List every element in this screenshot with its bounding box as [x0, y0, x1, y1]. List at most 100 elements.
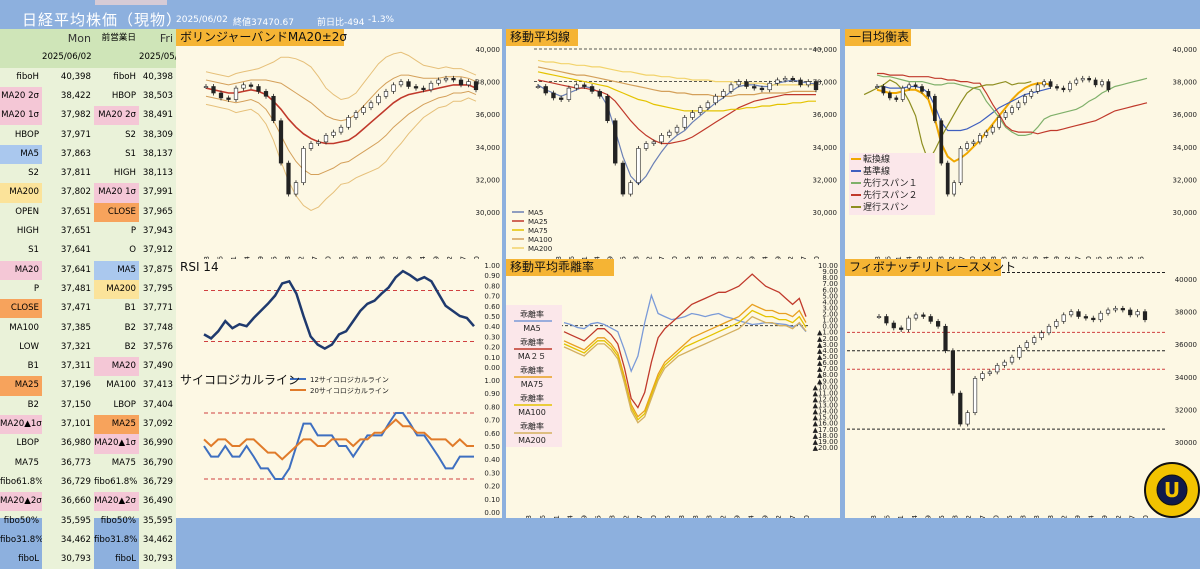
- ma-candle: [782, 78, 788, 81]
- y-tick-label: 0.50: [484, 313, 500, 321]
- legend-label: MA200: [528, 245, 552, 253]
- x-tick-label: 2025/04/07: [311, 256, 319, 259]
- deviation-panel: 10.00 9.00 8.00 7.00 6.00 5.00 4.00 3.00 2.00 1.0…: [506, 259, 840, 518]
- y-tick-label: 10.00: [818, 262, 838, 270]
- x-tick-label: 6/20/2025: [1138, 256, 1146, 259]
- table-value: 34,462: [42, 530, 94, 551]
- deviation-line: [563, 273, 807, 409]
- table-label: [94, 48, 139, 68]
- ma-candle: [558, 97, 564, 100]
- ma-candle: [721, 91, 726, 97]
- fib-candle: [1002, 361, 1007, 366]
- legend-label: 乖離率: [520, 309, 544, 319]
- table-label: S2: [28, 168, 39, 179]
- bb-candle: [293, 182, 299, 195]
- x-tick-label: 2025/05/14: [419, 255, 427, 259]
- y-tick-label: 38000: [1175, 309, 1197, 317]
- table-label: MA20: [94, 357, 139, 377]
- table-value: 36,490: [139, 492, 176, 512]
- y-tick-label: 30,000: [813, 209, 838, 217]
- x-tick-label: 2025/03/11: [230, 256, 238, 259]
- fib-candle: [980, 373, 985, 379]
- fib-candle: [906, 317, 911, 330]
- ich-candle: [1100, 81, 1104, 86]
- table-row: MA20▲2σ 36,660 MA20▲2σ 36,490: [0, 492, 176, 512]
- ma-candle: [597, 91, 602, 97]
- fib-candle: [921, 314, 926, 317]
- legend-series-name: MA２５: [518, 352, 546, 361]
- x-tick-label: 2025/05/14: [747, 514, 755, 518]
- ma-candle: [667, 131, 672, 136]
- fib-candle: [936, 321, 941, 327]
- ma-candle: [790, 78, 796, 81]
- bb-candle: [338, 126, 344, 133]
- x-tick-label: 2025/03/11: [897, 515, 905, 518]
- x-tick-label: 2025/03/28: [608, 515, 616, 518]
- bb-candle: [391, 84, 396, 92]
- y-tick-label: ▲15.00: [813, 414, 838, 422]
- ich-candle: [894, 97, 899, 100]
- psychological-panel: 0.00 0.10 0.20 0.30 0.40 0.50 0.60 0.70 0.80 0.90…: [176, 372, 502, 518]
- x-tick-label: 2025/04/15: [664, 515, 672, 518]
- y-tick-label: ▲1.00: [817, 329, 838, 337]
- bb-candle: [286, 162, 291, 195]
- table-value: 37,101: [42, 415, 94, 435]
- table-label: MA75: [111, 457, 136, 468]
- table-value: 30,793: [42, 550, 94, 569]
- table-row: fibo61.8% 36,729 fibo61.8% 36,729: [0, 472, 176, 493]
- x-tick-label: 2025/04/18: [1020, 515, 1028, 518]
- header-close: 終値37470.67: [233, 18, 294, 28]
- bb-candle: [308, 143, 314, 149]
- y-tick-label: 36,000: [813, 111, 838, 119]
- x-tick-label: 2025/04/02: [298, 256, 306, 259]
- ma-candle: [767, 82, 772, 91]
- legend-label: MA100: [528, 236, 552, 244]
- table-value: 36,660: [42, 492, 94, 512]
- x-tick-label: 2025/05/09: [749, 256, 757, 259]
- bb-candle: [256, 86, 261, 92]
- rsi-panel: 0.00 0.10 0.20 0.30 0.40 0.50 0.60 0.70 0.80 0.90…: [176, 259, 502, 372]
- table-value: 38,113: [139, 164, 176, 184]
- ich-candle: [907, 84, 912, 89]
- table-value: Mon: [42, 29, 94, 49]
- x-tick-label: 2025/03/14: [906, 255, 914, 259]
- chart-title: フィボナッチリトレースメント: [845, 259, 1016, 276]
- x-tick-label: 2025/03/06: [568, 255, 576, 259]
- table-value: 37,481: [42, 279, 94, 300]
- bb-candle: [451, 78, 456, 81]
- y-tick-label: 0.60: [484, 430, 500, 438]
- table-value: 2025/05/30: [139, 48, 176, 68]
- ich-candle: [984, 131, 989, 136]
- table-value: 38,309: [139, 125, 176, 145]
- table-label: B2: [124, 322, 136, 333]
- table-value: 40,398: [42, 67, 94, 87]
- ich-candle: [1080, 78, 1085, 81]
- bb-candle: [248, 84, 254, 87]
- fib-candle: [1069, 311, 1074, 316]
- table-label: MA200: [0, 183, 42, 203]
- fib-candle: [1098, 312, 1103, 321]
- y-tick-label: ▲7.00: [817, 365, 838, 373]
- fib-candle: [972, 378, 978, 413]
- ichimoku-line: [877, 85, 1051, 132]
- bb-candle: [316, 141, 321, 144]
- bb-candle: [458, 79, 464, 86]
- ich-candle: [952, 182, 957, 195]
- table-value: 36,790: [139, 453, 176, 473]
- table-value: 30,793: [139, 550, 176, 569]
- psychological-line: [203, 418, 474, 461]
- x-tick-label: 2025/04/23: [710, 256, 718, 259]
- table-label: MA100: [9, 322, 39, 333]
- table-row: HBOP 37,971 S2 38,309: [0, 125, 176, 145]
- bb-candle: [413, 86, 419, 89]
- table-label: B2: [27, 399, 39, 410]
- x-tick-label: 2025/05/22: [1064, 256, 1072, 259]
- fib-candle: [1135, 311, 1140, 316]
- y-tick-label: 8.00: [822, 274, 838, 282]
- ma-candle: [643, 143, 649, 149]
- x-tick-label: 2025/05/30: [1085, 256, 1093, 259]
- ich-candle: [932, 95, 937, 122]
- ich-candle: [1035, 84, 1040, 92]
- ma-candle: [551, 92, 556, 99]
- legend-label: 乖離率: [520, 365, 544, 375]
